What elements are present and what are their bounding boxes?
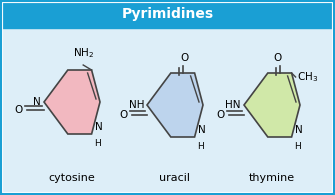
Text: CH$_3$: CH$_3$ [296, 70, 318, 84]
Polygon shape [244, 73, 300, 137]
Text: O: O [15, 105, 23, 115]
Text: uracil: uracil [159, 173, 191, 183]
Text: H: H [294, 142, 302, 151]
Text: O: O [217, 110, 225, 120]
Polygon shape [147, 73, 203, 137]
Polygon shape [44, 70, 100, 134]
Text: NH$_2$: NH$_2$ [73, 46, 94, 60]
FancyBboxPatch shape [0, 0, 335, 28]
Text: N: N [198, 125, 205, 135]
Text: H: H [94, 139, 102, 148]
Text: O: O [120, 110, 128, 120]
Text: O: O [181, 53, 189, 63]
Text: NH: NH [129, 100, 144, 110]
Text: Pyrimidines: Pyrimidines [121, 7, 214, 21]
Text: H: H [198, 142, 204, 151]
Text: HN: HN [225, 100, 241, 110]
Text: N: N [94, 122, 103, 132]
Text: N: N [33, 97, 41, 107]
Text: thymine: thymine [249, 173, 295, 183]
Text: O: O [274, 53, 282, 63]
Text: cytosine: cytosine [49, 173, 95, 183]
Text: N: N [294, 125, 303, 135]
